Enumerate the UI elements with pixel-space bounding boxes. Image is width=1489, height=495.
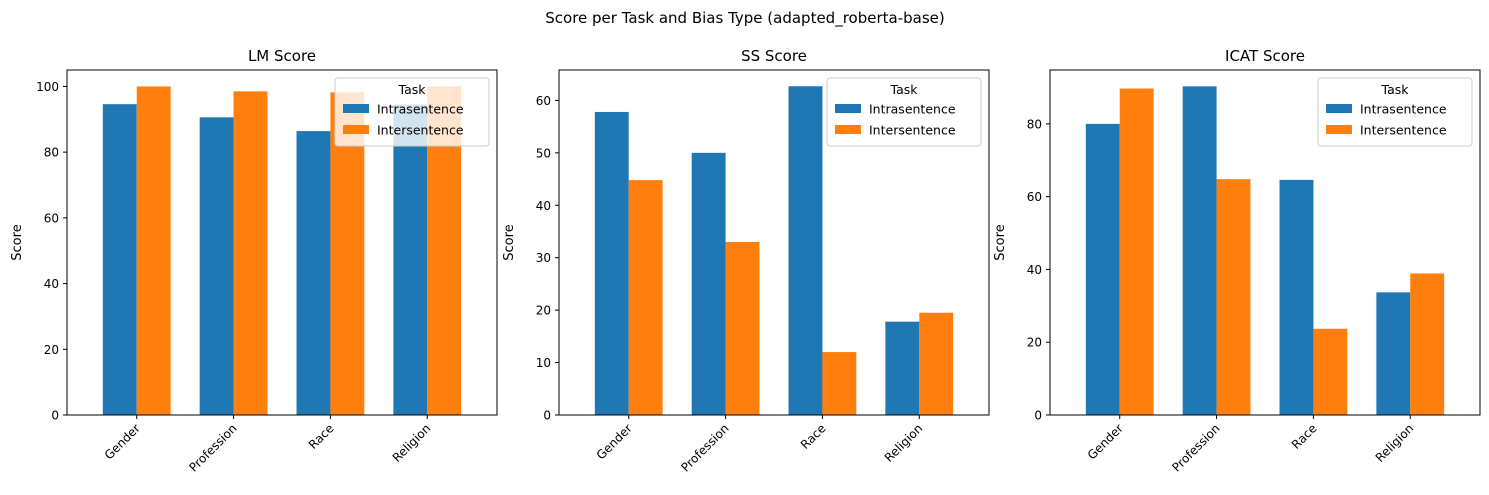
legend-swatch-intrasentence — [343, 104, 369, 113]
bar-intrasentence-profession — [691, 152, 726, 415]
bar-intersentence-gender — [1119, 88, 1154, 415]
bar-intrasentence-gender — [1085, 123, 1120, 416]
x-tick-label-religion: Religion — [882, 421, 926, 465]
bar-intrasentence-race — [788, 86, 823, 415]
bar-intersentence-race — [1313, 328, 1348, 415]
bar-intersentence-religion — [919, 312, 954, 415]
bar-intrasentence-profession — [1182, 86, 1217, 415]
chart-title: SS Score — [741, 47, 807, 65]
bar-intersentence-profession — [1216, 179, 1251, 415]
x-tick-label-gender: Gender — [102, 421, 143, 462]
x-tick-label-profession: Profession — [678, 421, 731, 474]
axes-frame — [558, 69, 990, 416]
bar-intersentence-religion — [1410, 273, 1445, 415]
chart-title: ICAT Score — [1225, 47, 1305, 65]
bar-intrasentence-religion — [393, 104, 428, 415]
y-tick-label: 0 — [1034, 409, 1042, 423]
y-tick-label: 50 — [536, 146, 551, 160]
y-tick-label: 60 — [44, 211, 59, 225]
chart-panel-2: 0 10 20 30 40 50 60 Gender Profession Race Religio… — [502, 47, 990, 475]
axes-frame — [1049, 69, 1481, 416]
y-tick-label: 40 — [44, 277, 59, 291]
legend-swatch-intersentence — [343, 125, 369, 134]
legend-title: Task — [398, 82, 427, 97]
legend-swatch-intersentence — [1326, 125, 1352, 134]
legend-title: Task — [1381, 82, 1410, 97]
axes-frame — [66, 69, 498, 416]
x-tick-label-race: Race — [1289, 421, 1320, 452]
bar-intrasentence-gender — [102, 104, 137, 416]
y-tick-label: 20 — [44, 343, 59, 357]
y-tick-label: 80 — [44, 146, 59, 160]
y-tick-label: 20 — [1027, 336, 1042, 350]
legend-label-intrasentence: Intrasentence — [869, 102, 956, 117]
legend-box — [826, 77, 982, 147]
bar-intrasentence-profession — [199, 117, 234, 415]
y-axis-label: Score — [502, 224, 517, 260]
chart-panel-1: 0 20 40 60 80 100 Gender Profession Race Religion… — [10, 47, 498, 475]
bar-intrasentence-religion — [885, 321, 920, 415]
chart-title: LM Score — [248, 47, 316, 65]
bar-intrasentence-race — [296, 131, 331, 416]
y-tick-label: 100 — [36, 80, 59, 94]
y-tick-label: 0 — [543, 409, 551, 423]
legend-label-intrasentence: Intrasentence — [1360, 102, 1447, 117]
y-axis-label: Score — [10, 224, 25, 260]
x-tick-label-gender: Gender — [594, 421, 635, 462]
y-tick-label: 40 — [536, 199, 551, 213]
y-tick-label: 80 — [1027, 117, 1042, 131]
x-tick-label-religion: Religion — [1373, 421, 1417, 465]
bar-intersentence-profession — [233, 91, 268, 416]
x-tick-label-gender: Gender — [1085, 421, 1126, 462]
legend-swatch-intrasentence — [1326, 104, 1352, 113]
y-tick-label: 60 — [536, 94, 551, 108]
bar-intersentence-gender — [628, 180, 663, 415]
legend: Task Intrasentence Intersentence — [1317, 77, 1473, 147]
y-tick-label: 60 — [1027, 190, 1042, 204]
bar-intrasentence-religion — [1376, 292, 1411, 415]
bar-intrasentence-race — [1279, 179, 1314, 415]
legend-swatch-intersentence — [835, 125, 861, 134]
legend-label-intersentence: Intersentence — [377, 123, 464, 138]
y-tick-label: 40 — [1027, 263, 1042, 277]
x-tick-label-race: Race — [306, 421, 337, 452]
y-tick-label: 20 — [536, 304, 551, 318]
legend-label-intrasentence: Intrasentence — [377, 102, 464, 117]
legend: Task Intrasentence Intersentence — [334, 77, 490, 147]
bar-intrasentence-gender — [594, 111, 629, 415]
y-tick-label: 10 — [536, 356, 551, 370]
legend-box — [1317, 77, 1473, 147]
x-tick-label-profession: Profession — [186, 421, 239, 474]
y-axis-label: Score — [993, 224, 1008, 260]
figure-suptitle: Score per Task and Bias Type (adapted_ro… — [545, 9, 945, 28]
y-tick-label: 30 — [536, 251, 551, 265]
bar-intersentence-race — [822, 352, 857, 415]
x-tick-label-race: Race — [798, 421, 829, 452]
legend-label-intersentence: Intersentence — [869, 123, 956, 138]
legend-box — [334, 77, 490, 147]
legend-swatch-intrasentence — [835, 104, 861, 113]
legend-title: Task — [890, 82, 919, 97]
y-tick-label: 0 — [51, 409, 59, 423]
bar-intersentence-gender — [136, 86, 171, 416]
legend-label-intersentence: Intersentence — [1360, 123, 1447, 138]
chart-panel-3: 0 20 40 60 80 Gender Profession Race Religion ICA… — [993, 47, 1481, 475]
x-tick-label-religion: Religion — [390, 421, 434, 465]
x-tick-label-profession: Profession — [1169, 421, 1222, 474]
bar-intersentence-profession — [725, 241, 760, 415]
legend: Task Intrasentence Intersentence — [826, 77, 982, 147]
